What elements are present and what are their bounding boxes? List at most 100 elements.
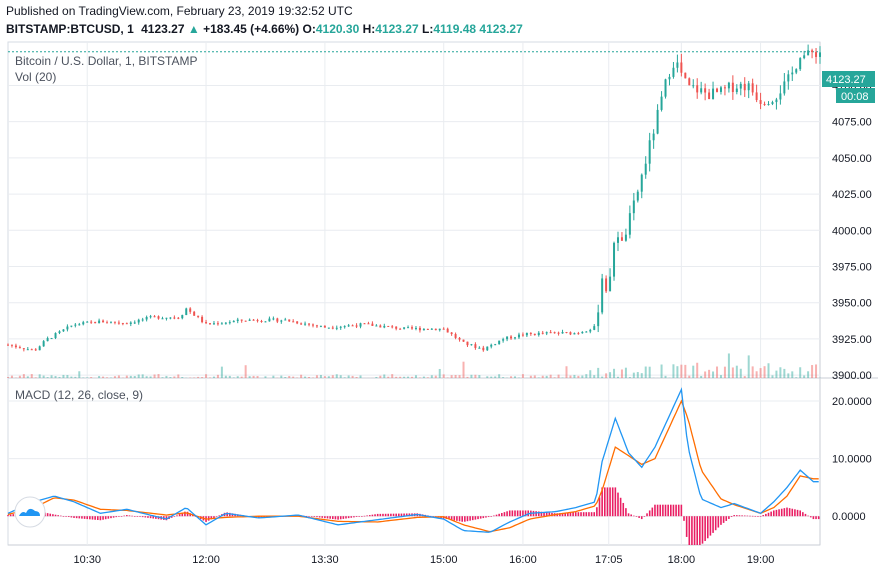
- candle-body: [117, 322, 120, 324]
- macd-histogram-bar: [651, 507, 654, 517]
- volume-bar: [727, 353, 730, 378]
- candle-body: [94, 321, 97, 324]
- macd-histogram-bar: [662, 504, 664, 517]
- volume-bar: [315, 375, 318, 378]
- macd-histogram-bar: [313, 516, 316, 517]
- macd-histogram-bar: [519, 510, 522, 517]
- time-tick-label: 15:00: [430, 554, 458, 566]
- volume-bar: [644, 366, 647, 378]
- volume-bar: [157, 374, 160, 378]
- candle-body: [177, 317, 180, 319]
- candle-body: [775, 99, 778, 103]
- candle-body: [62, 329, 65, 332]
- candle-body: [181, 315, 184, 319]
- candle-body: [450, 332, 453, 335]
- macd-tick-label: 20.0000: [832, 396, 872, 408]
- volume-bar: [248, 376, 251, 378]
- plot-frame: [7, 41, 821, 546]
- macd-histogram-bar: [332, 516, 334, 520]
- candle-body: [434, 328, 437, 331]
- candle-body: [149, 316, 152, 318]
- candle-body: [771, 102, 774, 105]
- volume-bar: [549, 374, 552, 378]
- macd-histogram-bar: [717, 516, 720, 528]
- candle-body: [331, 327, 334, 329]
- macd-histogram-bar: [503, 512, 506, 517]
- candle-body: [755, 92, 758, 101]
- candle-body: [383, 325, 386, 328]
- volume-bar: [620, 369, 623, 378]
- candle-body: [367, 323, 370, 325]
- candle-body: [636, 191, 639, 201]
- candle-body: [700, 88, 703, 93]
- macd-histogram-bar: [683, 516, 685, 521]
- macd-histogram-bar: [107, 516, 110, 519]
- macd-histogram-bar: [321, 516, 324, 518]
- macd-histogram-bar: [675, 504, 677, 517]
- candle-body: [228, 322, 231, 324]
- macd-histogram-bar: [226, 512, 228, 517]
- macd-histogram-bar: [94, 516, 96, 520]
- open-value: 4120.30: [315, 22, 360, 36]
- candle-body: [125, 323, 128, 325]
- volume-bar: [74, 376, 77, 378]
- macd-tick-label: 10.0000: [832, 454, 872, 466]
- volume-bar: [411, 376, 414, 378]
- macd-histogram-bar: [139, 516, 141, 517]
- candle-body: [185, 308, 188, 316]
- volume-bar: [331, 375, 334, 378]
- candle-body: [692, 85, 695, 87]
- candle-body: [510, 336, 513, 339]
- candle-body: [34, 349, 37, 351]
- macd-histogram-bar: [643, 516, 646, 517]
- candle-body: [589, 329, 592, 332]
- macd-histogram-bar: [691, 516, 693, 545]
- macd-histogram-bar: [355, 516, 358, 517]
- candle-body: [145, 317, 148, 320]
- volume-bar: [632, 372, 635, 378]
- volume-bar: [581, 375, 584, 378]
- macd-histogram-bar: [490, 516, 493, 517]
- volume-bar: [589, 370, 592, 378]
- close-value: 4123.27: [479, 22, 523, 36]
- candle-body: [502, 339, 505, 341]
- volume-bar: [272, 375, 275, 378]
- macd-histogram-bar: [466, 516, 469, 522]
- volume-bar: [803, 375, 806, 378]
- volume-bar: [514, 376, 517, 378]
- candle-body: [462, 339, 465, 342]
- candle-body: [585, 331, 588, 333]
- time-tick-label: 16:00: [509, 554, 537, 566]
- candle-body: [609, 276, 612, 292]
- macd-histogram-bar: [141, 516, 144, 518]
- candle-body: [815, 52, 818, 57]
- volume-bar: [133, 376, 136, 378]
- macd-histogram-bar: [501, 512, 503, 517]
- candle-body: [311, 324, 314, 326]
- macd-histogram-bar: [78, 516, 81, 519]
- macd-histogram-bar: [617, 492, 619, 517]
- macd-histogram-bar: [786, 507, 788, 517]
- volume-bar: [498, 374, 501, 378]
- candle-body: [38, 346, 41, 351]
- candle-body: [613, 242, 616, 277]
- volume-bar: [70, 376, 73, 378]
- macd-histogram-bar: [334, 516, 337, 520]
- macd-histogram-bar: [326, 516, 329, 519]
- macd-histogram-bar: [524, 510, 527, 517]
- candle-body: [355, 325, 358, 327]
- volume-bar: [22, 374, 25, 378]
- macd-histogram-bar: [448, 516, 450, 520]
- macd-histogram-bar: [99, 516, 102, 521]
- macd-pane-title: MACD (12, 26, close, 9): [15, 388, 143, 402]
- macd-histogram-bar: [471, 516, 474, 521]
- candle-body: [521, 334, 524, 336]
- macd-histogram-bar: [664, 504, 667, 517]
- macd-histogram-bar: [796, 509, 799, 517]
- macd-histogram-bar: [704, 516, 706, 541]
- volume-bar: [716, 366, 719, 378]
- candle-body: [803, 55, 806, 59]
- volume-bar: [723, 366, 726, 378]
- macd-histogram-bar: [582, 512, 585, 517]
